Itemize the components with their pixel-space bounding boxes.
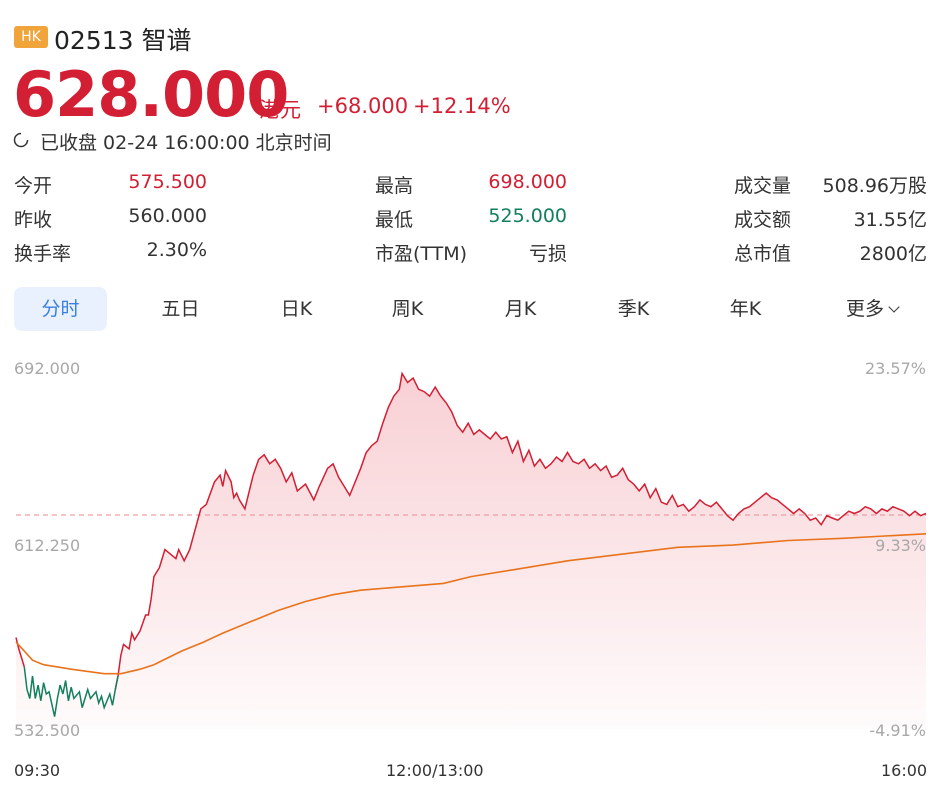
- y-tick-mid: 612.250: [14, 536, 80, 555]
- stat-low-value: 525.000: [488, 205, 567, 227]
- stat-turnover-label: 成交额: [734, 209, 792, 231]
- tab-intraday[interactable]: 分时: [14, 287, 107, 331]
- current-price: 628.000: [13, 58, 289, 131]
- tab-weekly-k-label: 周K: [391, 298, 424, 320]
- stock-title: 02513 智谱: [54, 26, 192, 55]
- price-line-below-prev-close: [23, 666, 119, 717]
- clock-icon: [13, 132, 29, 148]
- tab-yearly-k-label: 年K: [729, 298, 762, 320]
- period-tabs: 分时 五日 日K 周K 月K 季K 年K 更多: [14, 287, 926, 331]
- stat-prev-close-value: 560.000: [128, 205, 207, 227]
- intraday-chart[interactable]: 692.000 612.250 532.500 23.57% 9.33% -4.…: [0, 340, 936, 760]
- market-badge: HK: [14, 26, 48, 48]
- price-line-opening: [15, 637, 26, 668]
- market-status: 已收盘 02-24 16:00:00 北京时间: [40, 132, 332, 154]
- y-tick-right-bottom: -4.91%: [869, 721, 926, 740]
- stat-open-value: 575.500: [128, 171, 207, 193]
- stat-volume-value: 508.96万股: [822, 175, 927, 197]
- tab-five-day[interactable]: 五日: [134, 287, 227, 331]
- tab-quarterly-k[interactable]: 季K: [587, 287, 680, 331]
- x-tick-close-label: 16:00: [881, 761, 928, 780]
- average-price-line: [15, 533, 927, 675]
- price-line: [114, 371, 927, 690]
- tab-more-label: 更多: [845, 298, 884, 320]
- currency-label: 港元: [259, 98, 301, 122]
- y-tick-right-top: 23.57%: [865, 359, 926, 378]
- stat-high-label: 最高: [375, 175, 414, 197]
- stat-open-label: 今开: [14, 175, 53, 197]
- y-tick-bottom: 532.500: [14, 721, 80, 740]
- stat-market-cap-label: 总市值: [734, 243, 792, 265]
- tab-monthly-k-label: 月K: [504, 298, 537, 320]
- tab-more[interactable]: 更多: [822, 287, 922, 331]
- tab-intraday-label: 分时: [41, 298, 80, 320]
- tab-daily-k-label: 日K: [280, 298, 313, 320]
- x-tick-midday-label: 12:00/13:00: [386, 761, 484, 780]
- price-area-fill: [16, 373, 926, 729]
- tab-quarterly-k-label: 季K: [617, 298, 650, 320]
- stat-low-label: 最低: [375, 209, 414, 231]
- y-tick-top: 692.000: [14, 359, 80, 378]
- stat-turnover-rate-value: 2.30%: [146, 239, 207, 261]
- chevron-down-icon: [888, 301, 900, 313]
- stat-pe-value: 亏损: [528, 243, 567, 265]
- price-change: +68.000: [317, 94, 409, 118]
- y-tick-right-mid: 9.33%: [875, 536, 926, 555]
- price-change-percent: +12.14%: [413, 94, 511, 118]
- tab-five-day-label: 五日: [161, 298, 200, 320]
- tab-weekly-k[interactable]: 周K: [361, 287, 454, 331]
- x-tick-open-label: 09:30: [14, 761, 61, 780]
- stat-turnover-rate-label: 换手率: [14, 243, 72, 265]
- stat-pe-label: 市盈(TTM): [375, 243, 468, 265]
- stat-market-cap-value: 2800亿: [859, 243, 927, 265]
- tab-yearly-k[interactable]: 年K: [699, 287, 792, 331]
- tab-daily-k[interactable]: 日K: [250, 287, 343, 331]
- stat-volume-label: 成交量: [734, 175, 792, 197]
- stat-high-value: 698.000: [488, 171, 567, 193]
- tab-monthly-k[interactable]: 月K: [474, 287, 567, 331]
- stat-turnover-value: 31.55亿: [853, 209, 927, 231]
- stat-prev-close-label: 昨收: [14, 209, 53, 231]
